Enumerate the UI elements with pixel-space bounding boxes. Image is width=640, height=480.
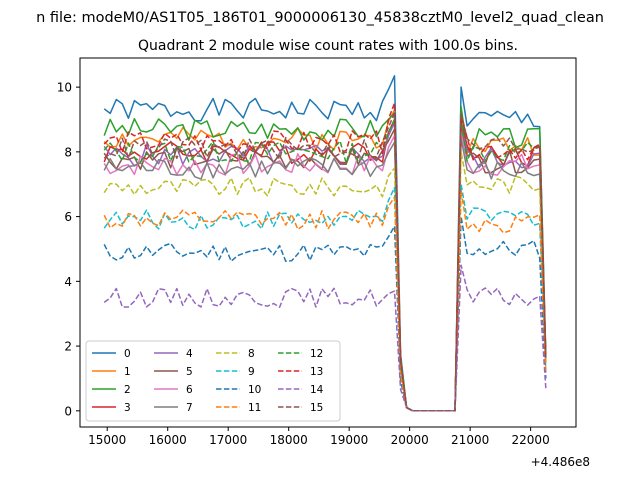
series-line-10 xyxy=(103,215,547,412)
legend-label-4: 4 xyxy=(186,348,193,360)
series-layer xyxy=(103,75,547,412)
legend-label-6: 6 xyxy=(186,384,193,396)
legend-label-8: 8 xyxy=(248,348,255,360)
x-tick-label: 18000 xyxy=(270,433,308,447)
axes-frame xyxy=(79,57,577,428)
series-line-8 xyxy=(103,151,547,412)
x-axis: 15000 16000 17000 18000 19000 20000 21000 22000 xyxy=(88,427,550,447)
x-tick-label: 22000 xyxy=(512,433,550,447)
legend-box xyxy=(85,340,341,422)
y-tick-label: 2 xyxy=(64,340,72,354)
legend-label-9: 9 xyxy=(248,366,255,378)
y-tick-label: 10 xyxy=(57,81,72,95)
y-axis: 0 2 4 6 8 10 xyxy=(57,81,80,418)
series-line-5 xyxy=(103,128,547,412)
x-tick-label: 16000 xyxy=(149,433,187,447)
legend-label-5: 5 xyxy=(186,366,193,378)
y-tick-label: 8 xyxy=(64,145,72,159)
x-tick-label: 17000 xyxy=(209,433,247,447)
series-line-11 xyxy=(103,189,547,412)
x-tick-label: 20000 xyxy=(391,433,429,447)
x-offset-label: +4.486e8 xyxy=(531,455,590,469)
legend-label-2: 2 xyxy=(124,384,131,396)
legend-label-1: 1 xyxy=(124,366,131,378)
legend-label-12: 12 xyxy=(310,348,323,360)
series-line-15 xyxy=(103,112,547,412)
series-line-14 xyxy=(103,264,547,412)
figure-suptitle: n file: modeM0/AS1T05_186T01_9000006130_… xyxy=(36,10,604,26)
y-tick-label: 0 xyxy=(64,404,72,418)
legend-label-10: 10 xyxy=(248,384,261,396)
series-line-12 xyxy=(103,118,547,412)
y-tick-label: 4 xyxy=(64,275,72,289)
legend-label-0: 0 xyxy=(124,348,131,360)
legend-label-14: 14 xyxy=(310,384,324,396)
legend-label-7: 7 xyxy=(186,402,193,414)
series-line-6 xyxy=(103,131,547,412)
series-line-13 xyxy=(103,102,547,412)
legend-label-11: 11 xyxy=(248,402,261,414)
x-tick-label: 19000 xyxy=(330,433,368,447)
x-tick-label: 21000 xyxy=(451,433,489,447)
legend-label-3: 3 xyxy=(124,402,131,414)
y-tick-label: 6 xyxy=(64,210,72,224)
series-line-7 xyxy=(103,138,547,412)
chart-title: Quadrant 2 module wise count rates with … xyxy=(138,38,518,54)
x-tick-label: 15000 xyxy=(88,433,126,447)
legend-label-13: 13 xyxy=(310,366,323,378)
series-line-0 xyxy=(103,75,547,412)
legend-label-15: 15 xyxy=(310,402,323,414)
series-line-9 xyxy=(103,183,547,412)
